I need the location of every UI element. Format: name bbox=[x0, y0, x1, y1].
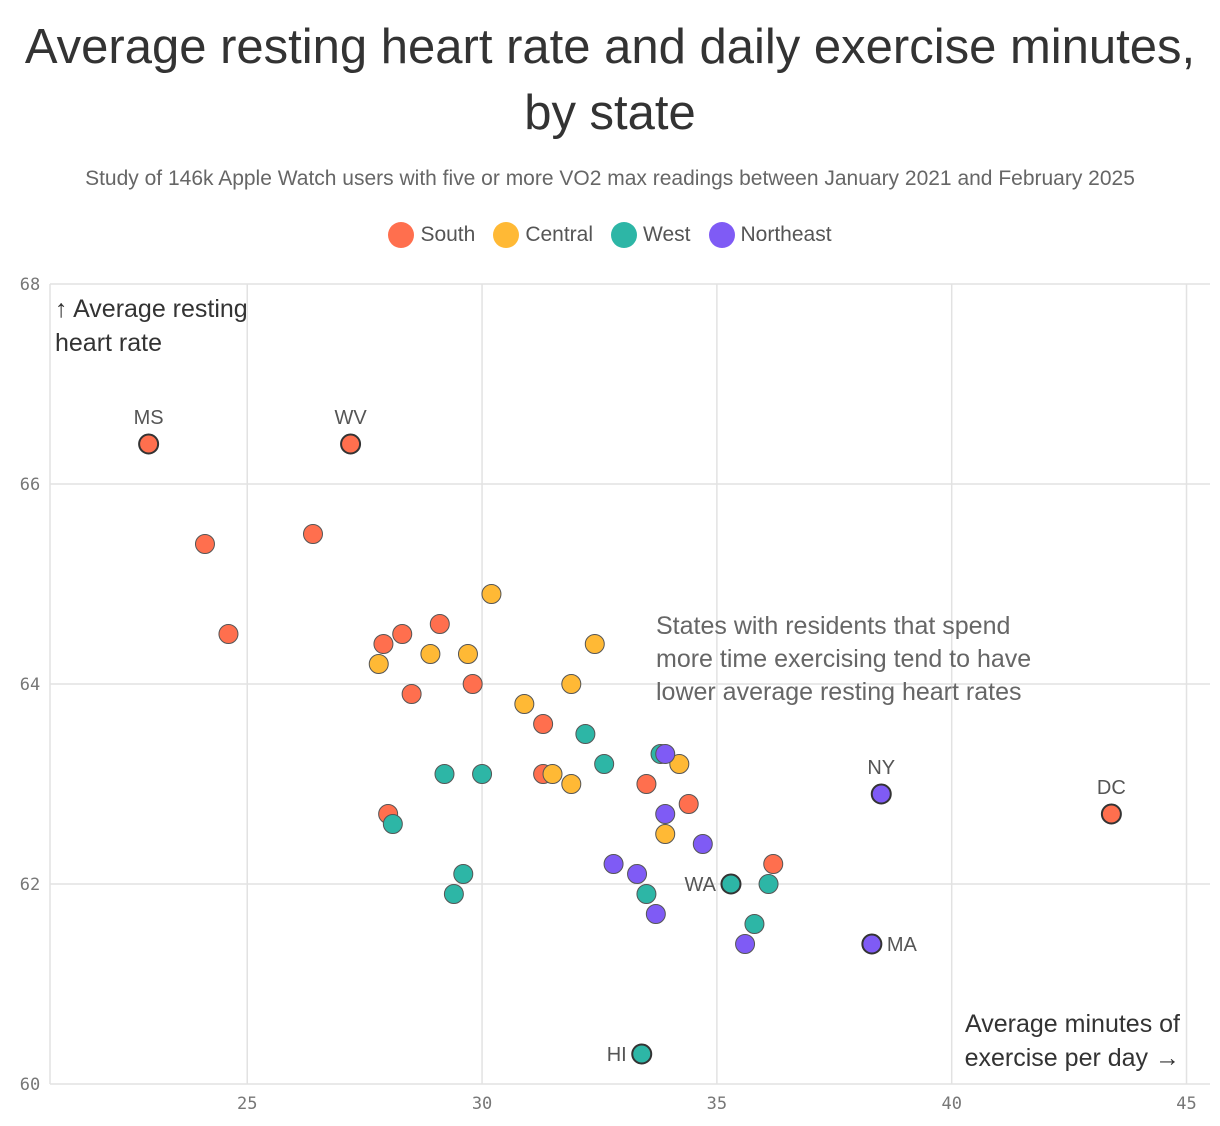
data-point-central bbox=[514, 694, 535, 714]
data-point-northeast bbox=[870, 783, 892, 805]
legend-label: West bbox=[643, 223, 691, 246]
data-point-northeast bbox=[655, 744, 676, 764]
data-point-south bbox=[218, 624, 239, 644]
x-tick-label: 25 bbox=[237, 1094, 257, 1114]
data-point-south bbox=[429, 614, 450, 634]
annotation-text: States with residents that spend bbox=[656, 612, 1010, 640]
data-point-west bbox=[636, 884, 657, 904]
point-label: HI bbox=[607, 1044, 627, 1066]
y-tick-label: 60 bbox=[20, 1075, 40, 1095]
data-point-south bbox=[138, 433, 160, 455]
legend: South Central West Northeast bbox=[0, 222, 1220, 248]
chart-title: Average resting heart rate and daily exe… bbox=[24, 20, 1196, 140]
data-point-south bbox=[533, 714, 554, 734]
data-point-central bbox=[669, 754, 690, 774]
x-axis-label: Average minutes of bbox=[965, 1010, 1180, 1038]
data-point-west bbox=[575, 724, 596, 744]
data-point-south bbox=[194, 534, 215, 554]
legend-swatch bbox=[388, 222, 415, 248]
y-tick-label: 68 bbox=[20, 275, 40, 295]
data-point-west bbox=[472, 764, 493, 784]
y-tick-label: 64 bbox=[20, 675, 40, 695]
data-point-central bbox=[655, 824, 676, 844]
data-point-northeast bbox=[692, 834, 713, 854]
data-point-south bbox=[763, 854, 784, 874]
x-tick-label: 35 bbox=[707, 1094, 727, 1114]
legend-label: Central bbox=[525, 223, 594, 246]
data-point-west bbox=[744, 914, 765, 934]
legend-item: Northeast bbox=[708, 222, 832, 248]
chart-subtitle: Study of 146k Apple Watch users with fiv… bbox=[85, 167, 1135, 190]
data-point-west bbox=[758, 874, 779, 894]
point-label: MS bbox=[134, 407, 164, 429]
data-point-central bbox=[368, 654, 389, 674]
data-point-south bbox=[392, 624, 413, 644]
data-point-south bbox=[636, 774, 657, 794]
y-tick-label: 62 bbox=[20, 875, 40, 895]
data-point-west bbox=[720, 873, 742, 895]
data-point-northeast bbox=[627, 864, 648, 884]
data-point-central bbox=[542, 764, 563, 784]
point-label: DC bbox=[1097, 777, 1126, 799]
y-axis-label: ↑ Average resting bbox=[55, 295, 248, 323]
data-point-west bbox=[434, 764, 455, 784]
data-point-central bbox=[584, 634, 605, 654]
data-point-south bbox=[373, 634, 394, 654]
data-point-west bbox=[443, 884, 464, 904]
data-point-northeast bbox=[645, 904, 666, 924]
legend-swatch bbox=[708, 222, 735, 248]
legend-swatch bbox=[493, 222, 520, 248]
legend-label: South bbox=[420, 223, 476, 246]
y-axis-label: heart rate bbox=[55, 329, 162, 357]
point-label: NY bbox=[867, 757, 895, 779]
data-point-south bbox=[302, 524, 323, 544]
data-point-central bbox=[481, 584, 502, 604]
point-label: WA bbox=[684, 874, 716, 896]
data-point-northeast bbox=[735, 934, 756, 954]
data-point-northeast bbox=[861, 933, 883, 955]
legend-swatch bbox=[611, 222, 638, 248]
data-point-central bbox=[420, 644, 441, 664]
data-point-central bbox=[561, 774, 582, 794]
data-point-south bbox=[340, 433, 362, 455]
x-axis-label: exercise per day → bbox=[965, 1044, 1180, 1072]
data-point-south bbox=[401, 684, 422, 704]
data-point-northeast bbox=[655, 804, 676, 824]
legend-item: West bbox=[611, 222, 691, 248]
x-tick-label: 30 bbox=[472, 1094, 492, 1114]
data-point-west bbox=[631, 1043, 653, 1065]
point-label: MA bbox=[887, 934, 918, 956]
legend-label: Northeast bbox=[740, 223, 832, 246]
data-point-central bbox=[561, 674, 582, 694]
data-point-west bbox=[382, 814, 403, 834]
data-point-northeast bbox=[603, 854, 624, 874]
annotation-text: lower average resting heart rates bbox=[656, 678, 1021, 706]
point-label: WV bbox=[334, 407, 367, 429]
data-point-central bbox=[457, 644, 478, 664]
data-point-south bbox=[1100, 803, 1122, 825]
x-tick-label: 45 bbox=[1176, 1094, 1196, 1114]
x-tick-label: 40 bbox=[941, 1094, 961, 1114]
data-point-south bbox=[678, 794, 699, 814]
legend-item: South bbox=[388, 222, 475, 248]
annotation-text: more time exercising tend to have bbox=[656, 645, 1031, 673]
data-point-west bbox=[453, 864, 474, 884]
data-point-west bbox=[594, 754, 615, 774]
y-tick-label: 66 bbox=[20, 475, 40, 495]
legend-item: Central bbox=[493, 222, 593, 248]
data-point-south bbox=[462, 674, 483, 694]
